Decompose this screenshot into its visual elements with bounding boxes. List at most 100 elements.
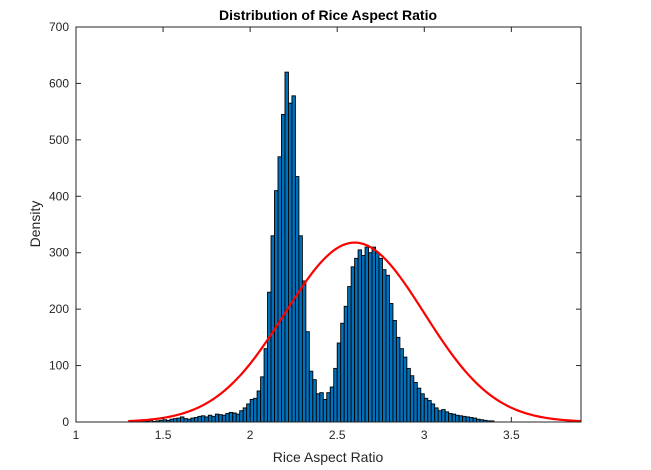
histogram-bar bbox=[263, 348, 269, 423]
histogram-bar bbox=[298, 235, 303, 423]
histogram-bar bbox=[260, 376, 265, 423]
y-tick-label: 0 bbox=[62, 415, 69, 429]
histogram-bar bbox=[340, 322, 345, 423]
histogram-bar bbox=[312, 379, 317, 423]
histogram-bar bbox=[434, 407, 439, 423]
histogram-bar bbox=[427, 400, 432, 423]
histogram-bar bbox=[267, 291, 272, 423]
histogram-bar bbox=[218, 414, 223, 423]
histogram-bar bbox=[322, 398, 328, 423]
histogram-bar bbox=[361, 255, 366, 423]
x-tick-label: 1.5 bbox=[155, 428, 172, 442]
histogram-bar bbox=[200, 415, 206, 423]
histogram-bar bbox=[225, 413, 230, 423]
x-tick-label: 3 bbox=[421, 428, 428, 442]
histogram-bar bbox=[364, 246, 370, 423]
histogram-bar bbox=[274, 190, 279, 423]
histogram-bar bbox=[350, 266, 356, 423]
y-tick-label: 300 bbox=[49, 246, 69, 260]
histogram-bar bbox=[413, 382, 418, 423]
histogram-bar bbox=[253, 397, 258, 423]
histogram-bar bbox=[430, 403, 436, 423]
histogram-bar bbox=[416, 387, 422, 423]
histogram-bar bbox=[368, 252, 373, 423]
histogram-bar bbox=[472, 417, 477, 423]
histogram-bar bbox=[448, 413, 453, 423]
histogram-bar bbox=[176, 417, 181, 423]
x-axis-label: Rice Aspect Ratio bbox=[273, 449, 384, 465]
histogram-bar bbox=[409, 375, 415, 423]
histogram-bar bbox=[281, 114, 286, 423]
histogram-bar bbox=[207, 414, 213, 423]
histogram-bar bbox=[375, 252, 380, 423]
histogram-bar bbox=[437, 410, 443, 423]
histogram-bar bbox=[232, 412, 237, 423]
histogram-bar bbox=[336, 342, 342, 423]
y-axis-ticks: 0 100 200 300 400 500 600 700 bbox=[49, 20, 581, 429]
normal-fit-curve bbox=[128, 241, 582, 423]
histogram-bar bbox=[173, 418, 178, 423]
histogram-bar bbox=[406, 367, 411, 423]
histogram-bar bbox=[284, 71, 289, 423]
histogram-bar bbox=[371, 246, 376, 423]
histogram-bar bbox=[193, 417, 199, 423]
histogram-bar bbox=[228, 411, 234, 423]
histogram-bar bbox=[326, 392, 331, 423]
y-tick-label: 400 bbox=[49, 189, 69, 203]
histogram-bar bbox=[211, 415, 216, 423]
x-tick-label: 2 bbox=[247, 428, 254, 442]
histogram-bar bbox=[385, 274, 390, 423]
histogram-bar bbox=[214, 413, 220, 423]
plot-frame bbox=[75, 26, 582, 423]
y-tick-label: 200 bbox=[49, 302, 69, 316]
histogram-bar bbox=[315, 393, 321, 423]
histogram-bars bbox=[141, 71, 495, 423]
histogram-bar bbox=[305, 331, 310, 423]
y-tick-label: 600 bbox=[49, 76, 69, 90]
histogram-bar bbox=[319, 392, 324, 423]
histogram-bar bbox=[389, 303, 394, 423]
histogram-bar bbox=[458, 415, 464, 423]
histogram-bar bbox=[197, 415, 202, 423]
histogram-bar bbox=[308, 370, 314, 423]
y-tick-label: 700 bbox=[49, 20, 69, 34]
histogram-bar bbox=[444, 411, 450, 423]
histogram-bar bbox=[455, 414, 460, 423]
histogram-bar bbox=[451, 413, 457, 423]
histogram-bar bbox=[462, 415, 467, 423]
x-tick-label: 2.5 bbox=[329, 428, 346, 442]
histogram-bar bbox=[402, 356, 408, 423]
histogram-bar bbox=[301, 280, 307, 423]
histogram-bar bbox=[469, 417, 474, 423]
histogram-bar bbox=[180, 416, 185, 423]
histogram-bar bbox=[294, 176, 300, 423]
histogram-bar bbox=[256, 390, 262, 423]
histogram-bar bbox=[347, 286, 352, 423]
histogram-bar bbox=[242, 407, 248, 423]
histogram-bar bbox=[235, 413, 241, 423]
histogram-bar bbox=[291, 95, 296, 423]
y-axis-label: Density bbox=[27, 201, 43, 248]
histogram-bar bbox=[277, 156, 282, 423]
histogram-bar bbox=[246, 403, 251, 423]
histogram-bar bbox=[183, 418, 188, 423]
histogram-bar bbox=[357, 249, 363, 423]
plot-area bbox=[76, 27, 581, 422]
histogram-bar bbox=[343, 305, 349, 423]
histogram-bar bbox=[333, 367, 338, 423]
y-tick-label: 500 bbox=[49, 133, 69, 147]
histogram-bar bbox=[465, 416, 471, 423]
histogram-bar bbox=[329, 386, 335, 423]
x-tick-label: 1 bbox=[73, 428, 80, 442]
histogram-bar bbox=[441, 409, 446, 423]
y-tick-label: 100 bbox=[49, 359, 69, 373]
histogram-bar bbox=[395, 336, 401, 423]
chart-title: Distribution of Rice Aspect Ratio bbox=[219, 7, 437, 23]
histogram-bar bbox=[354, 257, 359, 423]
histogram-bar bbox=[190, 417, 195, 423]
histogram-bar bbox=[382, 269, 387, 423]
histogram-bar bbox=[399, 348, 404, 423]
histogram-bar bbox=[420, 393, 425, 423]
